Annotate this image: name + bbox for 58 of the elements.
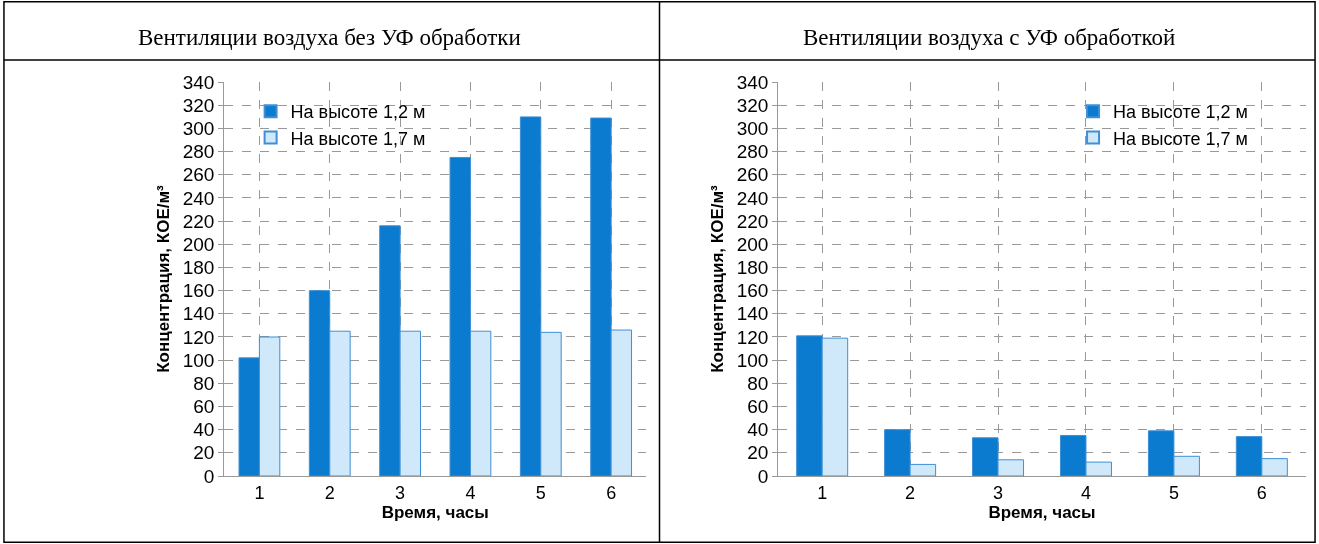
x-tick-label: 1 (817, 482, 828, 503)
y-tick-label: 180 (736, 257, 769, 279)
y-axis-title: Концентрация, КОЕ/м³ (708, 184, 728, 373)
y-tick-label: 120 (736, 326, 769, 348)
legend-label: На высоте 1,7 м (290, 128, 426, 149)
y-tick-label: 240 (736, 187, 769, 209)
y-tick-label: 260 (736, 164, 769, 186)
y-tick-label: 240 (182, 187, 215, 209)
y-tick-label: 200 (736, 233, 769, 255)
x-tick-label: 1 (254, 482, 265, 503)
chart-title: Вентиляции воздуха с УФ обработкой (803, 25, 1176, 50)
x-tick-label: 6 (606, 482, 617, 503)
chart-title: Вентиляции воздуха без УФ обработки (138, 25, 521, 50)
y-tick-label: 140 (736, 303, 769, 325)
y-tick-label: 280 (182, 141, 215, 163)
x-tick-label: 5 (1168, 482, 1179, 503)
legend-label: На высоте 1,2 м (290, 102, 426, 123)
y-tick-label: 340 (736, 71, 769, 93)
y-tick-label: 280 (736, 141, 769, 163)
y-tick-label: 180 (182, 257, 215, 279)
x-axis-title: Время, часы (988, 502, 1096, 522)
y-tick-label: 260 (182, 164, 215, 186)
y-tick-label: 60 (747, 396, 769, 418)
y-tick-label: 80 (747, 372, 769, 394)
y-tick-label: 40 (193, 419, 215, 441)
y-tick-label: 100 (182, 349, 215, 371)
y-tick-label: 300 (736, 118, 769, 140)
y-tick-label: 20 (747, 442, 769, 464)
y-tick-label: 60 (193, 396, 215, 418)
legend-label: На высоте 1,2 м (1113, 102, 1248, 123)
x-tick-label: 3 (395, 482, 406, 503)
y-tick-label: 220 (182, 210, 215, 232)
y-tick-label: 0 (203, 465, 215, 487)
y-tick-label: 320 (182, 94, 215, 116)
y-tick-label: 320 (736, 94, 769, 116)
y-tick-label: 200 (182, 233, 215, 255)
y-tick-label: 40 (747, 419, 769, 441)
x-tick-label: 2 (905, 482, 916, 503)
x-tick-label: 2 (324, 482, 335, 503)
x-tick-label: 6 (1256, 482, 1267, 503)
y-axis-title: Концентрация, КОЕ/м³ (154, 184, 174, 373)
y-tick-label: 100 (736, 349, 769, 371)
x-tick-label: 4 (465, 482, 476, 503)
y-tick-label: 20 (193, 442, 215, 464)
y-tick-label: 300 (182, 118, 215, 140)
y-tick-label: 80 (193, 372, 215, 394)
legend-label: На высоте 1,7 м (1113, 128, 1248, 149)
x-axis-title: Время, часы (381, 502, 489, 522)
y-tick-label: 160 (182, 280, 215, 302)
y-tick-label: 160 (736, 280, 769, 302)
x-tick-label: 4 (1080, 482, 1091, 503)
y-tick-label: 0 (757, 465, 769, 487)
y-tick-label: 120 (182, 326, 215, 348)
y-tick-label: 340 (182, 71, 215, 93)
y-tick-label: 220 (736, 210, 769, 232)
x-tick-label: 3 (993, 482, 1004, 503)
x-tick-label: 5 (535, 482, 546, 503)
y-tick-label: 140 (182, 303, 215, 325)
